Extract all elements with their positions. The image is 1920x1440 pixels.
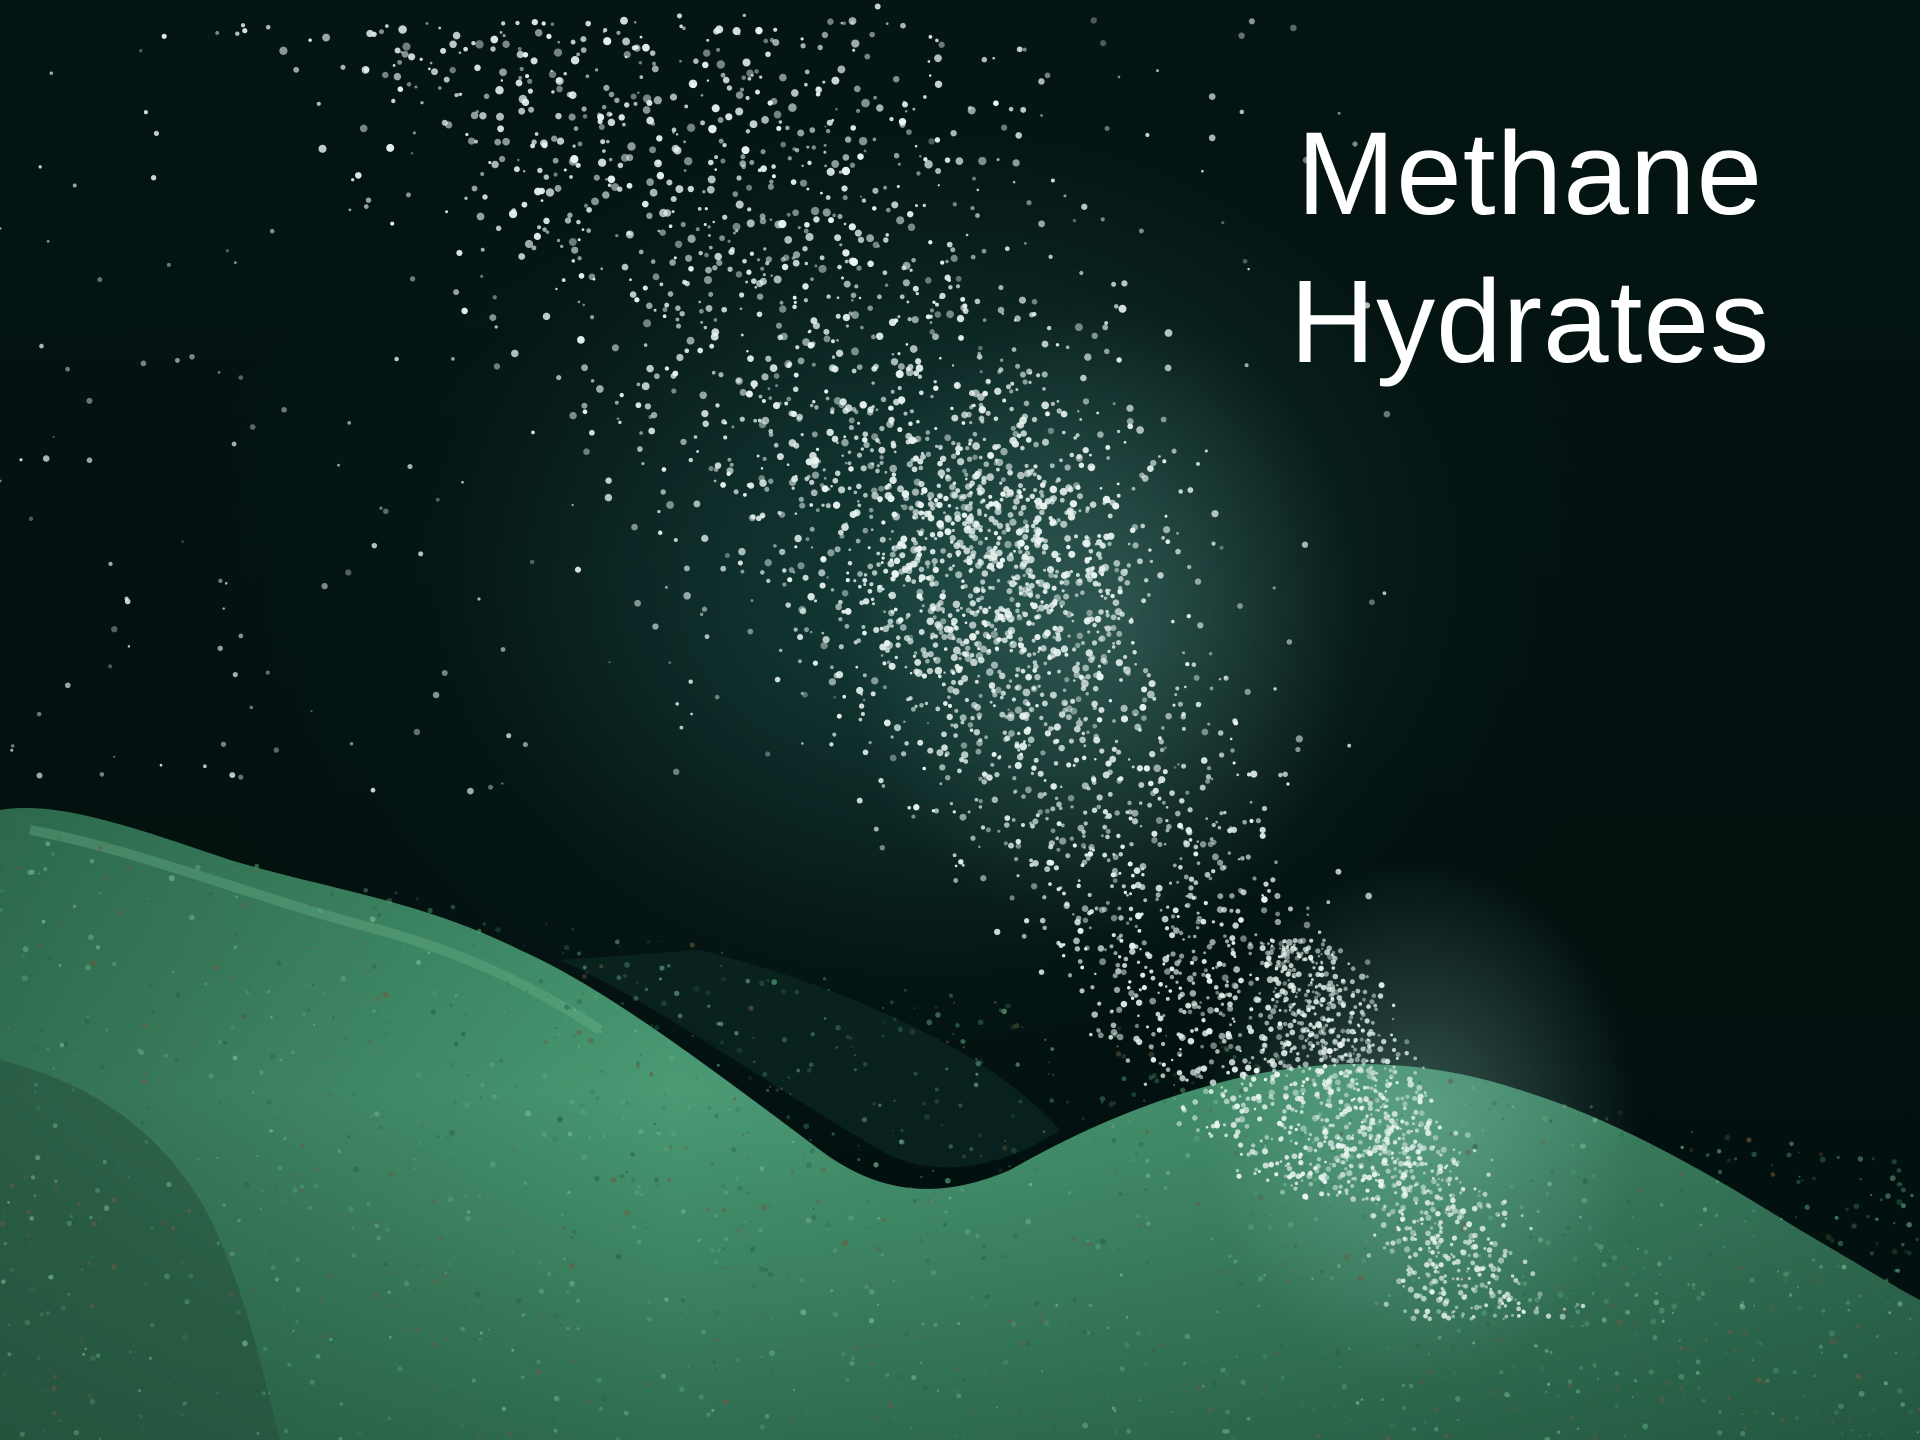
methane-bubbles [0,3,1586,1322]
ridge-highlight [29,825,603,1035]
sediment-shadow [0,1060,280,1440]
sediment-texture [0,834,1920,1440]
seafloor-hollow [560,950,1060,1168]
bubble-plume-glow [1200,860,1640,1380]
caption-line-2: Hydrates [1289,256,1771,388]
caption-line-1: Methane [1296,108,1764,240]
slide-caption: Methane Hydrates [1240,100,1820,396]
